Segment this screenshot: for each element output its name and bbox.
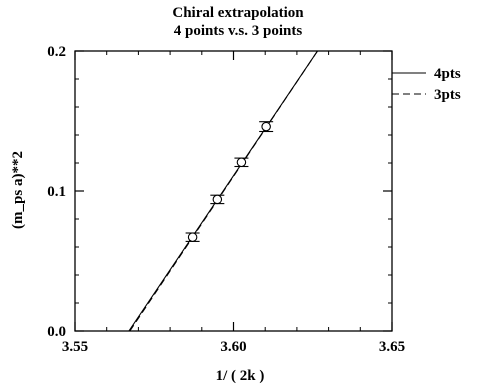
legend-label-3pts: 3pts (434, 87, 461, 103)
data-point-1 (210, 194, 225, 205)
point-marker (261, 121, 271, 132)
data-point-2 (234, 157, 249, 168)
y-tick-label-0: 0.0 (47, 324, 66, 340)
y-tick-label-2: 0.2 (47, 44, 66, 60)
x-tick-label-0: 3.55 (62, 339, 88, 355)
data-point-0 (185, 232, 200, 242)
y-axis-label: (m_ps a)**2 (10, 151, 26, 229)
legend: 4pts 3pts (392, 66, 461, 103)
fit-line-3pts (129, 51, 318, 331)
x-axis-label: 1/ ( 2k ) (216, 368, 265, 384)
x-tick-label-2: 3.65 (379, 339, 405, 355)
plot-frame (74, 50, 393, 332)
point-marker (212, 194, 223, 205)
point-marker (187, 232, 198, 242)
point-marker (236, 157, 247, 168)
chart-subtitle: 4 points v.s. 3 points (174, 23, 303, 39)
plot-area: 3.55 3.60 3.65 0.0 0.1 0.2 (47, 44, 405, 355)
data-point-3 (259, 121, 274, 133)
x-tick-label-1: 3.60 (220, 339, 246, 355)
y-tick-label-1: 0.1 (47, 184, 66, 200)
chart-title: Chiral extrapolation (172, 5, 304, 21)
legend-label-4pts: 4pts (434, 66, 461, 82)
